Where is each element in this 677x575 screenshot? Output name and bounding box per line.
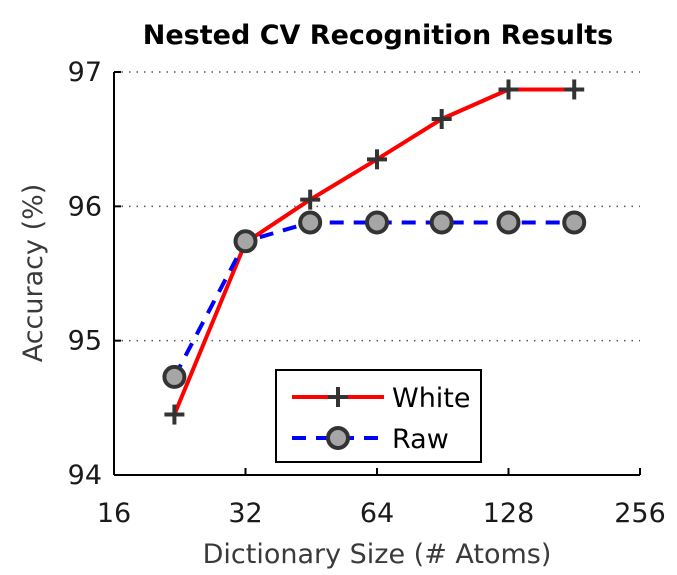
legend-white-label: White [392,383,471,414]
series-group [162,79,587,425]
legend-box [275,369,482,463]
series-raw-point [298,210,323,235]
tick-labels: 94 95 96 97 16 32 64 128 256 [68,57,666,529]
y-tick-label: 95 [68,326,102,357]
x-tick-label: 128 [483,498,535,529]
axis-ticks [113,71,641,476]
series-white-point [431,109,452,130]
legend: White Raw [275,369,482,463]
x-axis-label: Dictionary Size (# Atoms) [203,539,552,570]
series-raw-point [562,210,587,235]
y-tick-label: 96 [68,191,102,222]
y-tick-label: 94 [68,460,102,491]
x-tick-label: 32 [228,498,262,529]
series-raw-point [365,210,389,235]
y-tick-label: 97 [68,57,102,88]
legend-raw-label: Raw [392,424,449,455]
legend-raw-marker [326,426,350,450]
series-white-point [300,189,321,210]
series-raw-point [162,364,187,389]
grid [114,71,640,342]
series-white-point [498,79,519,100]
series-raw-point [496,210,521,235]
series-raw-point [233,229,258,254]
series-white-point [164,404,185,425]
chart-title: Nested CV Recognition Results [143,20,613,51]
series-raw-point [429,210,454,235]
series-white-line [172,87,575,416]
x-tick-label: 256 [614,498,666,529]
x-tick-label: 64 [360,498,394,529]
y-axis-label: Accuracy (%) [18,184,49,363]
legend-white-marker [328,387,348,407]
x-tick-label: 16 [97,498,131,529]
series-white-point [564,79,585,100]
series-white-point [367,149,387,170]
